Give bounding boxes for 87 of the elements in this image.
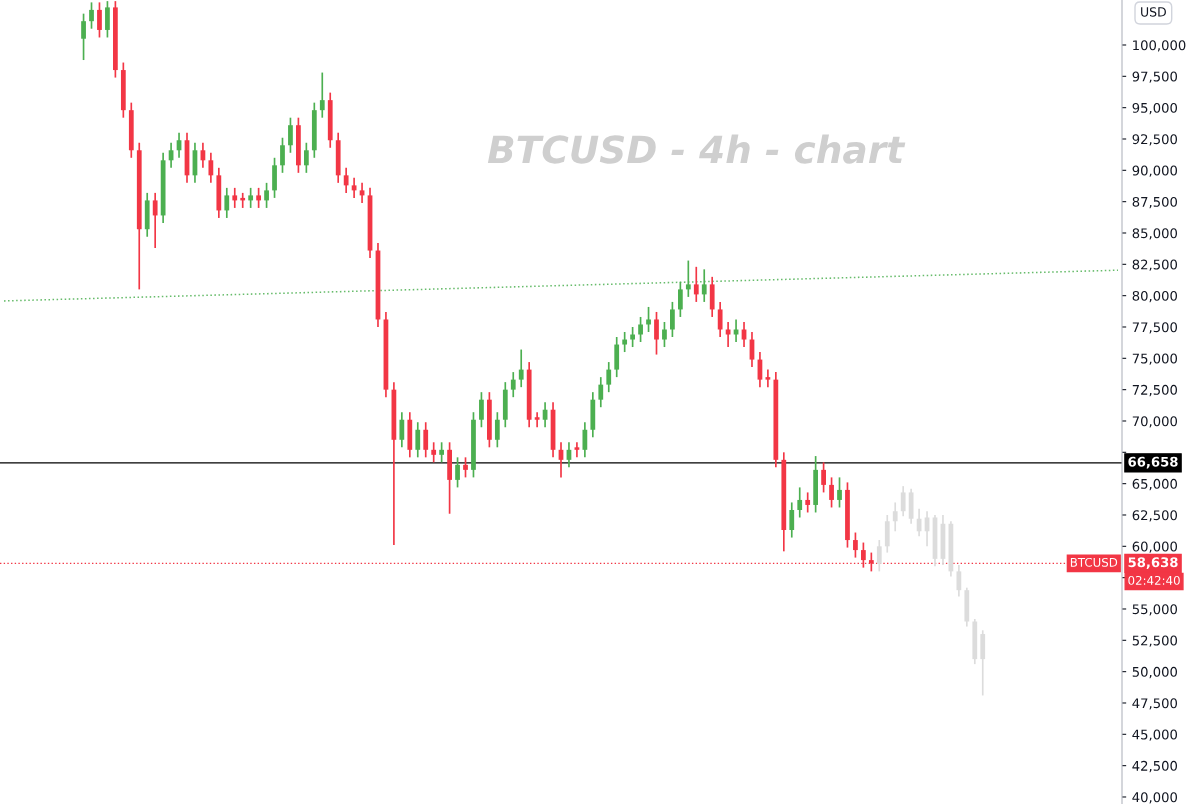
candlestick	[837, 476, 842, 509]
candlestick	[494, 411, 500, 449]
y-tick-label: 95,000	[1132, 102, 1178, 115]
candlestick	[638, 316, 643, 343]
candlestick	[654, 311, 659, 356]
candlestick	[280, 136, 285, 174]
candlestick	[455, 456, 460, 489]
candlestick	[725, 321, 731, 348]
candlestick	[518, 348, 524, 388]
candlestick	[876, 539, 882, 573]
y-tick-label: 50,000	[1132, 666, 1178, 679]
candlestick	[630, 326, 635, 348]
candlestick	[900, 485, 906, 518]
y-tick-label: 77,500	[1132, 322, 1178, 334]
candlestick	[821, 461, 826, 494]
candlestick	[677, 281, 683, 318]
text: 02:42:40	[1128, 575, 1180, 585]
candlestick	[805, 491, 811, 514]
candlestick	[319, 71, 325, 119]
candlestick	[693, 265, 699, 303]
y-tick-label: 92,500	[1132, 134, 1178, 146]
candlestick	[343, 166, 349, 194]
candlestick	[956, 564, 962, 598]
y-tick-label: 100,000	[1133, 40, 1186, 52]
y-tick-label: 47,500	[1132, 698, 1178, 710]
y-tick-label: 62,500	[1132, 510, 1178, 522]
candlestick	[105, 0, 110, 39]
candlestick	[534, 411, 540, 429]
candlestick	[479, 391, 484, 429]
candlestick	[829, 476, 834, 509]
y-tick-label: 65,000	[1132, 478, 1178, 491]
candlestick	[853, 531, 858, 559]
candlestick	[622, 331, 628, 353]
y-tick-label: 72,500	[1132, 384, 1178, 397]
ref-line-label: 58,638	[1128, 557, 1178, 569]
y-tick-label: 45,000	[1132, 729, 1178, 741]
candlestick	[81, 12, 86, 61]
candlestick	[288, 116, 293, 154]
candlestick	[670, 301, 675, 338]
candlestick	[439, 441, 445, 464]
candlestick	[646, 306, 651, 333]
candlestick	[765, 368, 771, 388]
candlestick	[598, 376, 604, 409]
y-tick-label: 40,000	[1132, 792, 1178, 804]
candlestick	[733, 318, 739, 343]
candlestick	[463, 456, 468, 479]
candlestick	[797, 486, 803, 519]
candlestick	[582, 421, 588, 459]
text: USD	[1141, 7, 1166, 17]
y-tick-label: 52,500	[1132, 635, 1178, 647]
y-tick-label: 70,000	[1132, 416, 1178, 428]
y-tick-label: 60,000	[1132, 541, 1178, 553]
candlestick	[224, 187, 230, 219]
candlestick	[574, 441, 580, 459]
y-tick-label: 85,000	[1132, 228, 1178, 240]
candlestick	[662, 321, 667, 348]
candlestick	[685, 259, 691, 298]
y-tick-label: 87,500	[1132, 196, 1178, 209]
candlestick	[152, 192, 158, 249]
y-tick-label: 97,500	[1132, 71, 1178, 83]
candlestick	[701, 268, 707, 303]
candlestick	[264, 182, 269, 209]
y-tick-label: 55,000	[1132, 604, 1178, 616]
ref-line-label: 66,658	[1128, 456, 1178, 469]
annotation: BTCUSD	[1070, 557, 1118, 567]
y-tick-label: 80,000	[1132, 290, 1178, 303]
candlestick	[232, 187, 238, 209]
y-tick-label: 42,500	[1132, 760, 1178, 773]
candlestick	[741, 321, 747, 348]
candlestick	[248, 187, 254, 209]
candlestick	[892, 501, 898, 533]
candlestick	[431, 441, 437, 464]
candlestick	[97, 1, 102, 39]
candlestick	[717, 301, 723, 338]
candlestick	[415, 421, 421, 459]
y-tick-label: 75,000	[1132, 353, 1178, 365]
candlestick	[510, 371, 516, 399]
candlestick	[303, 141, 309, 174]
candlestick	[256, 187, 261, 209]
y-tick-label: 82,500	[1132, 259, 1178, 271]
candlestick	[789, 501, 795, 539]
candlestick	[606, 361, 612, 393]
candlestick	[208, 151, 214, 184]
candlestick	[89, 1, 94, 30]
candlestick	[423, 421, 429, 459]
y-tick-label: 90,000	[1132, 165, 1178, 177]
candlestick	[399, 411, 405, 449]
